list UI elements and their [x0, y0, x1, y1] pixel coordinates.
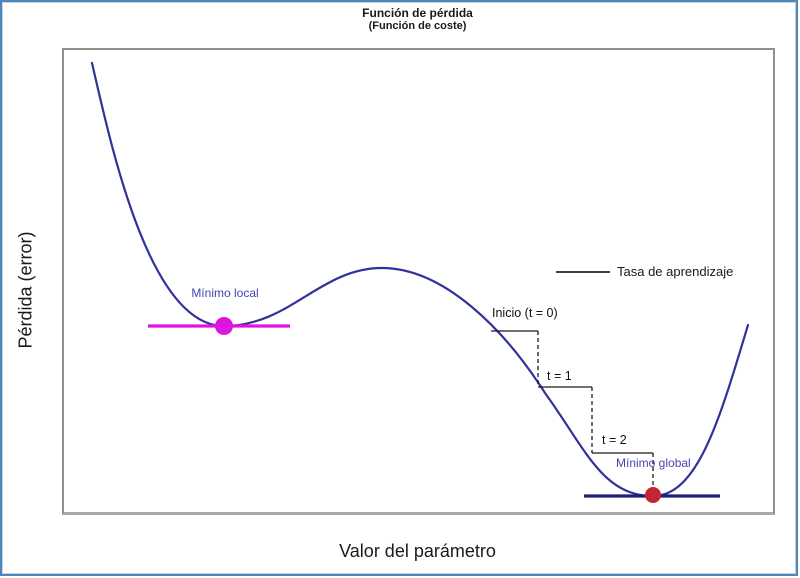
annotation-t1: t = 1: [547, 369, 572, 383]
legend-line-swatch: [556, 270, 610, 273]
legend-label: Tasa de aprendizaje: [617, 264, 734, 279]
chart-title: Función de pérdida (Función de coste): [62, 6, 773, 33]
legend: Tasa de aprendizaje: [556, 264, 733, 279]
chart-title-line1: Función de pérdida: [362, 6, 473, 20]
y-axis-label: Pérdida (error): [15, 231, 36, 349]
x-axis-label: Valor del parámetro: [339, 541, 496, 561]
chart-title-line2: (Función de coste): [368, 20, 467, 32]
plot-area: [62, 48, 775, 515]
annotation-global-min: Mínimo global: [616, 456, 691, 470]
annotation-local-min: Mínimo local: [191, 286, 259, 300]
annotation-inicio-t0: Inicio (t = 0): [492, 306, 558, 320]
annotation-t2: t = 2: [602, 433, 627, 447]
